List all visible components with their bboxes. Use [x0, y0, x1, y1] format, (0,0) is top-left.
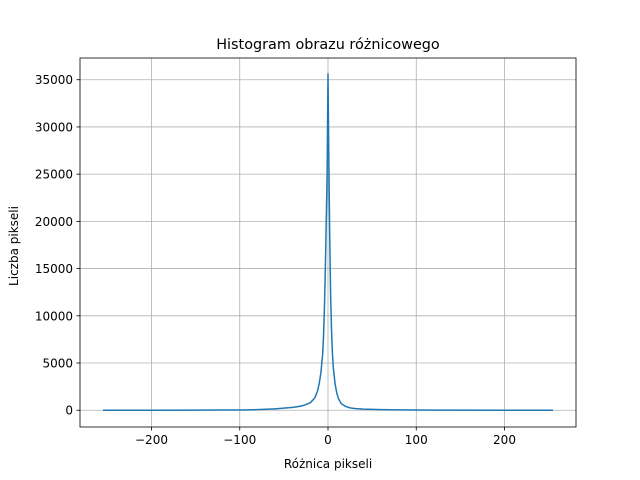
y-tick-label: 30000: [35, 120, 73, 134]
x-tick-label: 100: [405, 433, 428, 447]
x-tick-label: 200: [493, 433, 516, 447]
series-line: [102, 73, 554, 411]
x-tick-label: −200: [135, 433, 168, 447]
x-tick-label: 0: [324, 433, 332, 447]
y-tick-label: 5000: [42, 357, 73, 371]
y-tick-label: 20000: [35, 215, 73, 229]
y-tick-label: 25000: [35, 168, 73, 182]
y-tick-label: 15000: [35, 262, 73, 276]
plot-area: [102, 73, 554, 411]
y-axis-label: Liczba pikseli: [7, 206, 21, 286]
chart-title: Histogram obrazu różnicowego: [216, 37, 440, 53]
x-axis-label: Różnica pikseli: [284, 457, 372, 471]
x-axis: −200 −100 0 100 200: [135, 427, 516, 447]
y-axis: 0 5000 10000 15000 20000 25000 30000 35000: [35, 73, 80, 418]
y-tick-label: 0: [65, 404, 73, 418]
y-tick-label: 35000: [35, 73, 73, 87]
x-tick-label: −100: [223, 433, 256, 447]
y-tick-label: 10000: [35, 309, 73, 323]
